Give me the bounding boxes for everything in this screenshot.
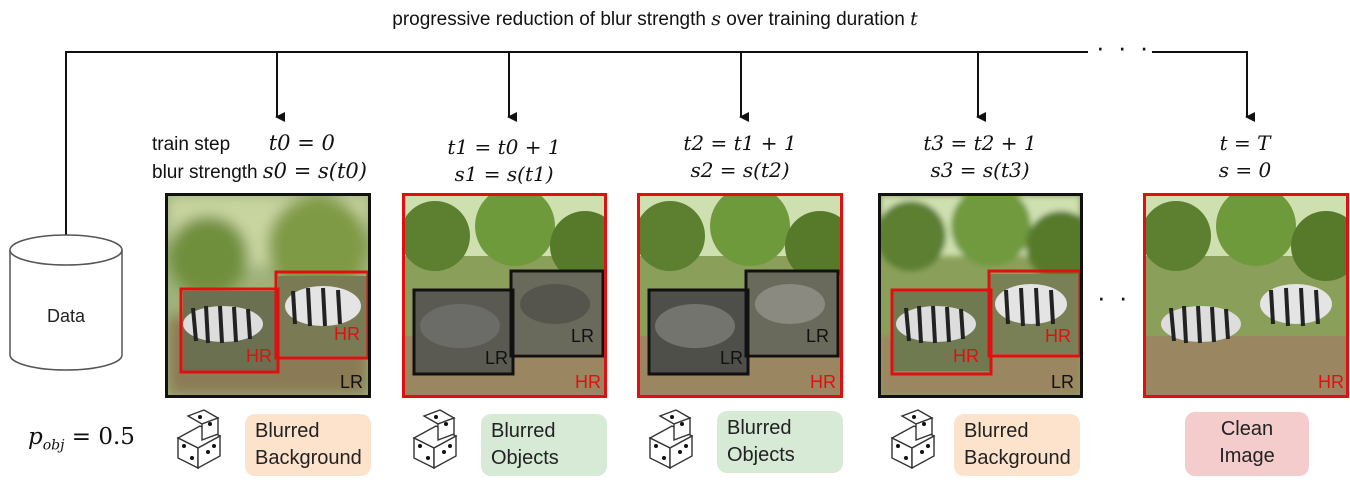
method-label-blurred-background: Blurred Background (954, 414, 1080, 476)
blurred-zebra-left (415, 291, 513, 373)
p-obj-label: pobj = 0.5 (28, 424, 135, 454)
lr-label: LR (1051, 372, 1075, 392)
lr-label: LR (340, 372, 364, 392)
lr-label: LR (720, 348, 744, 368)
dice-icon (648, 409, 694, 470)
dice-icon (890, 409, 936, 470)
step-0-image: HR HR LR (165, 193, 371, 398)
train-step-label: train step (152, 134, 231, 155)
method-label-blurred-objects: Blurred Objects (717, 411, 843, 473)
lr-label: LR (485, 348, 509, 368)
step-1-caption: t1 = t0 + 1 s1 = s(t1) (447, 135, 561, 186)
lr-label: LR (806, 326, 830, 346)
diagram-title: progressive reduction of blur strength s… (392, 8, 918, 30)
hr-label: HR (575, 372, 601, 392)
database-icon (9, 234, 123, 371)
hr-label: HR (953, 346, 979, 366)
step-3-caption: t3 = t2 + 1 s3 = s(t3) (923, 131, 1037, 182)
step-0-caption: train step t0 = 0 blur strength s0 = s(t… (152, 131, 367, 183)
step-3-image: HR HR LR (878, 193, 1083, 398)
hr-label: HR (334, 324, 360, 344)
zebra-left (183, 291, 278, 371)
blurred-objects-scene-image (640, 196, 840, 395)
hr-label: HR (1045, 326, 1071, 346)
top-ellipsis: · · · (1096, 32, 1152, 62)
top-flow-line-end (1152, 51, 1255, 122)
step-4-image: HR (1143, 193, 1349, 398)
step-2-caption: t2 = t1 + 1 s2 = s(t2) (683, 131, 797, 182)
dice-icon (412, 409, 458, 470)
database-label: Data (46, 306, 86, 326)
method-label-blurred-background: Blurred Background (245, 414, 371, 476)
step-2-image: LR LR HR (637, 193, 843, 398)
blurred-objects-scene-image (405, 196, 604, 395)
top-flow-line (65, 51, 1088, 238)
blurred-background-scene-image (168, 196, 368, 395)
blur-strength-label: blur strength (152, 162, 258, 183)
method-label-blurred-objects: Blurred Objects (481, 414, 607, 476)
hr-label: HR (1318, 372, 1344, 392)
clean-scene-image (1146, 196, 1346, 395)
zebra-left (893, 291, 990, 371)
step-1-image: LR LR HR (402, 193, 607, 398)
zebra-right (989, 274, 1079, 354)
lr-label: LR (571, 326, 595, 346)
method-label-clean-image: Clean Image (1185, 412, 1309, 476)
hr-label: HR (246, 346, 272, 366)
blurred-zebra-left (650, 291, 748, 373)
blurred-zebra-right (746, 272, 838, 354)
hr-label: HR (810, 372, 836, 392)
blurred-background-scene-image (881, 196, 1080, 395)
mid-ellipsis: · · · (1097, 282, 1153, 312)
dice-icon (176, 409, 222, 470)
blurred-zebra-right (511, 272, 603, 354)
zebra-right (278, 276, 368, 356)
